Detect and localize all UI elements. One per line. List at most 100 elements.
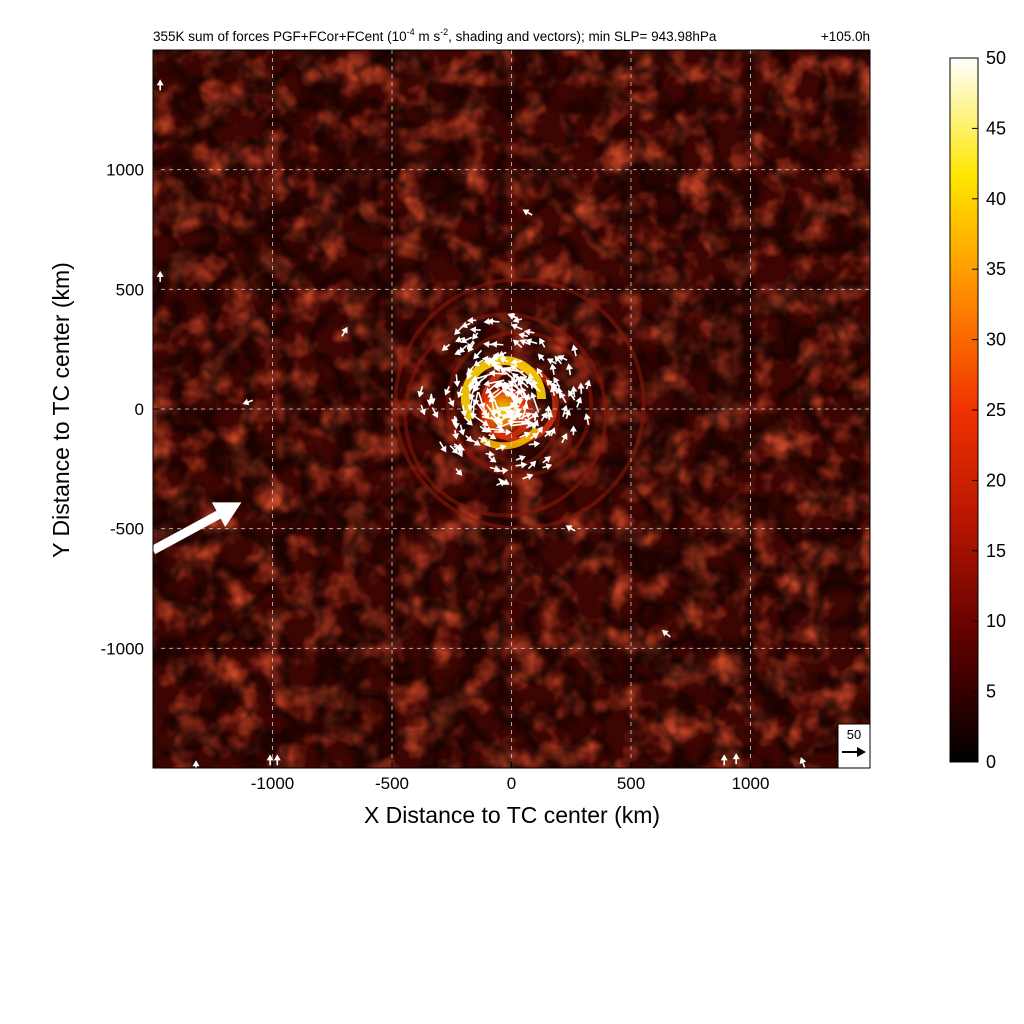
vector-shaft xyxy=(419,386,424,393)
force-vector xyxy=(441,343,451,351)
vector-shaft xyxy=(474,399,486,414)
vector-head xyxy=(465,435,473,443)
force-vector xyxy=(490,340,504,348)
rainband-ring xyxy=(403,312,608,518)
x-tick-label: 500 xyxy=(617,774,645,793)
vector-shaft xyxy=(485,403,498,420)
force-vector xyxy=(575,396,583,408)
vector-head xyxy=(512,316,520,324)
vector-head xyxy=(489,433,497,440)
force-vector xyxy=(525,338,538,345)
vector-head xyxy=(583,413,591,420)
vector-head xyxy=(549,385,557,393)
vector-head xyxy=(473,385,481,392)
y-tick-label: 0 xyxy=(135,400,144,419)
force-vector xyxy=(431,407,439,419)
y-axis-title: Y Distance to TC center (km) xyxy=(48,262,74,558)
vector-shaft xyxy=(526,211,533,216)
large-vector-head xyxy=(211,502,242,528)
force-vector xyxy=(498,477,510,485)
vector-shaft xyxy=(541,341,546,348)
vector-head xyxy=(515,374,523,382)
force-vector xyxy=(511,377,525,399)
vector-shaft xyxy=(504,389,519,404)
y-tick-label: 1000 xyxy=(106,161,144,180)
vector-shaft xyxy=(496,469,504,473)
vector-head xyxy=(488,369,496,377)
force-vector xyxy=(428,393,436,405)
vector-shaft xyxy=(490,416,500,427)
force-vector xyxy=(510,358,523,366)
vector-shaft xyxy=(522,475,530,480)
vector-head xyxy=(473,352,480,360)
force-vector xyxy=(488,456,497,463)
vector-head xyxy=(511,377,518,385)
force-vector xyxy=(549,385,557,397)
vector-head xyxy=(452,433,460,440)
force-vector xyxy=(456,386,464,399)
force-vector xyxy=(471,373,492,382)
vector-head xyxy=(530,392,537,399)
force-vector xyxy=(465,435,473,443)
reference-arrow-head xyxy=(857,747,866,757)
vector-head xyxy=(473,439,481,446)
vector-head xyxy=(519,339,527,346)
force-vector xyxy=(570,385,578,398)
force-vector xyxy=(515,461,528,469)
force-vector xyxy=(530,392,540,413)
vector-head xyxy=(508,313,516,320)
force-vector xyxy=(488,358,501,366)
force-vector xyxy=(455,336,465,343)
vector-head xyxy=(481,419,489,427)
force-vector xyxy=(489,465,501,473)
vector-head xyxy=(471,375,478,382)
force-vector xyxy=(467,380,477,388)
vector-shaft xyxy=(459,424,463,432)
vector-shaft xyxy=(463,416,470,423)
vector-head xyxy=(491,354,499,361)
vector-head xyxy=(557,355,565,362)
vector-shaft xyxy=(518,414,528,420)
vector-head xyxy=(452,423,460,430)
vector-shaft xyxy=(449,444,456,451)
force-vector xyxy=(503,381,516,397)
vector-shaft xyxy=(495,446,503,451)
vector-head xyxy=(488,450,495,458)
force-vector xyxy=(495,444,507,452)
vector-head xyxy=(570,385,578,393)
y-axis: -1000 -500 0 500 1000 xyxy=(101,161,159,658)
vector-shaft xyxy=(515,464,523,467)
force-vector xyxy=(496,467,509,475)
vector-head xyxy=(481,355,489,363)
vector-head xyxy=(537,353,545,361)
vector-shaft xyxy=(523,397,529,411)
vector-head xyxy=(524,378,532,385)
force-vector xyxy=(466,316,477,324)
vector-head xyxy=(156,270,164,277)
vector-head xyxy=(483,380,490,387)
vector-head xyxy=(524,328,531,336)
vector-head xyxy=(488,358,496,366)
force-vector xyxy=(485,403,500,423)
vector-head xyxy=(487,391,495,398)
reference-vector-label: 50 xyxy=(847,727,861,742)
vector-shaft xyxy=(493,360,501,365)
force-vector xyxy=(501,386,519,404)
vector-shaft xyxy=(509,368,524,373)
vector-head xyxy=(493,364,500,372)
force-vector xyxy=(531,410,539,422)
vector-shaft xyxy=(516,342,523,349)
force-vector xyxy=(584,379,592,390)
vector-shaft xyxy=(469,395,474,407)
force-vector xyxy=(483,379,505,387)
force-vector xyxy=(487,388,500,398)
force-vector xyxy=(537,353,545,361)
vector-shaft xyxy=(475,378,483,389)
force-vector xyxy=(561,433,568,444)
vector-head xyxy=(523,431,531,439)
colorbar-tick-label: 35 xyxy=(986,259,1006,279)
force-vector xyxy=(524,378,541,393)
vector-head xyxy=(444,388,451,396)
vector-head xyxy=(481,409,488,417)
